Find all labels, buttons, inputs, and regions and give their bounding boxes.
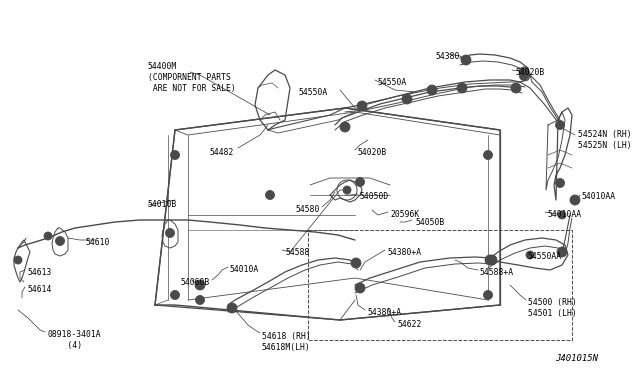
Circle shape (357, 101, 367, 111)
Circle shape (558, 181, 562, 185)
Circle shape (558, 211, 566, 219)
Circle shape (402, 94, 412, 104)
Text: 54050D: 54050D (360, 192, 389, 201)
Circle shape (557, 247, 567, 257)
Text: 54524N (RH)
54525N (LH): 54524N (RH) 54525N (LH) (578, 130, 632, 150)
Circle shape (358, 180, 362, 184)
Circle shape (486, 293, 490, 297)
Circle shape (486, 153, 490, 157)
Circle shape (345, 188, 349, 192)
Text: 54380+A: 54380+A (388, 248, 422, 257)
Circle shape (173, 153, 177, 157)
Circle shape (556, 121, 564, 129)
Circle shape (56, 237, 65, 246)
Text: 20596K: 20596K (390, 210, 419, 219)
Text: 54613: 54613 (28, 268, 52, 277)
Circle shape (427, 85, 437, 95)
Text: J401015N: J401015N (555, 354, 598, 363)
Text: 54010B: 54010B (148, 200, 177, 209)
Circle shape (268, 193, 272, 197)
Circle shape (560, 213, 564, 217)
Circle shape (556, 179, 564, 187)
Circle shape (343, 186, 351, 194)
Text: 54588+A: 54588+A (480, 268, 514, 277)
Circle shape (528, 253, 532, 257)
Circle shape (460, 86, 464, 90)
Circle shape (526, 251, 534, 259)
Circle shape (558, 123, 562, 127)
Text: 54614: 54614 (28, 285, 52, 294)
Circle shape (198, 298, 202, 302)
Circle shape (173, 293, 177, 297)
Circle shape (46, 234, 50, 238)
Circle shape (343, 125, 348, 129)
Circle shape (490, 258, 494, 262)
Circle shape (166, 228, 175, 237)
Text: 54010A: 54010A (230, 265, 259, 274)
Text: 54010AA: 54010AA (582, 192, 616, 201)
Circle shape (488, 258, 492, 262)
Circle shape (360, 104, 364, 108)
Text: 54500 (RH)
54501 (LH): 54500 (RH) 54501 (LH) (528, 298, 577, 318)
Circle shape (16, 258, 20, 262)
Circle shape (457, 83, 467, 93)
Text: 54380+A: 54380+A (368, 308, 402, 317)
Circle shape (340, 122, 350, 132)
Circle shape (514, 86, 518, 90)
Circle shape (464, 58, 468, 62)
Circle shape (358, 286, 362, 290)
Circle shape (170, 151, 179, 160)
Circle shape (570, 195, 580, 205)
Text: 54580: 54580 (296, 205, 320, 214)
Circle shape (195, 295, 205, 305)
Text: 54060B: 54060B (180, 278, 210, 287)
Circle shape (483, 291, 493, 299)
Circle shape (573, 198, 577, 202)
Text: 54482: 54482 (210, 148, 234, 157)
Text: 54550A: 54550A (378, 78, 407, 87)
Circle shape (404, 97, 409, 101)
Circle shape (195, 280, 205, 290)
Circle shape (522, 74, 526, 78)
Circle shape (487, 255, 497, 265)
Circle shape (14, 256, 22, 264)
Circle shape (511, 83, 521, 93)
Circle shape (355, 283, 365, 293)
Circle shape (429, 88, 435, 92)
Circle shape (227, 303, 237, 313)
Circle shape (461, 55, 471, 65)
Text: 54020B: 54020B (358, 148, 387, 157)
Text: 54618 (RH)
54618M(LH): 54618 (RH) 54618M(LH) (262, 332, 311, 352)
Text: 54550A: 54550A (299, 88, 328, 97)
Circle shape (485, 255, 495, 265)
Circle shape (266, 190, 275, 199)
Circle shape (58, 239, 62, 243)
Text: 54380: 54380 (436, 52, 460, 61)
Text: 54050B: 54050B (415, 218, 444, 227)
Circle shape (522, 70, 526, 74)
Circle shape (351, 258, 361, 268)
Circle shape (560, 250, 564, 254)
Circle shape (230, 306, 234, 310)
Text: 54400M
(COMPORNENT PARTS
 ARE NOT FOR SALE): 54400M (COMPORNENT PARTS ARE NOT FOR SAL… (148, 62, 236, 93)
Circle shape (519, 67, 529, 77)
Circle shape (198, 283, 202, 287)
Text: 54550AA: 54550AA (528, 252, 562, 261)
Circle shape (483, 151, 493, 160)
Circle shape (170, 291, 179, 299)
Text: 54588: 54588 (285, 248, 309, 257)
Text: 08918-3401A
    (4): 08918-3401A (4) (48, 330, 102, 350)
Text: 54610: 54610 (86, 238, 110, 247)
Circle shape (355, 177, 365, 186)
Circle shape (520, 71, 529, 80)
Text: 54020B: 54020B (515, 68, 544, 77)
Text: 54622: 54622 (398, 320, 422, 329)
Text: 54010AA: 54010AA (548, 210, 582, 219)
Circle shape (44, 232, 52, 240)
Circle shape (354, 261, 358, 265)
Circle shape (168, 231, 172, 235)
